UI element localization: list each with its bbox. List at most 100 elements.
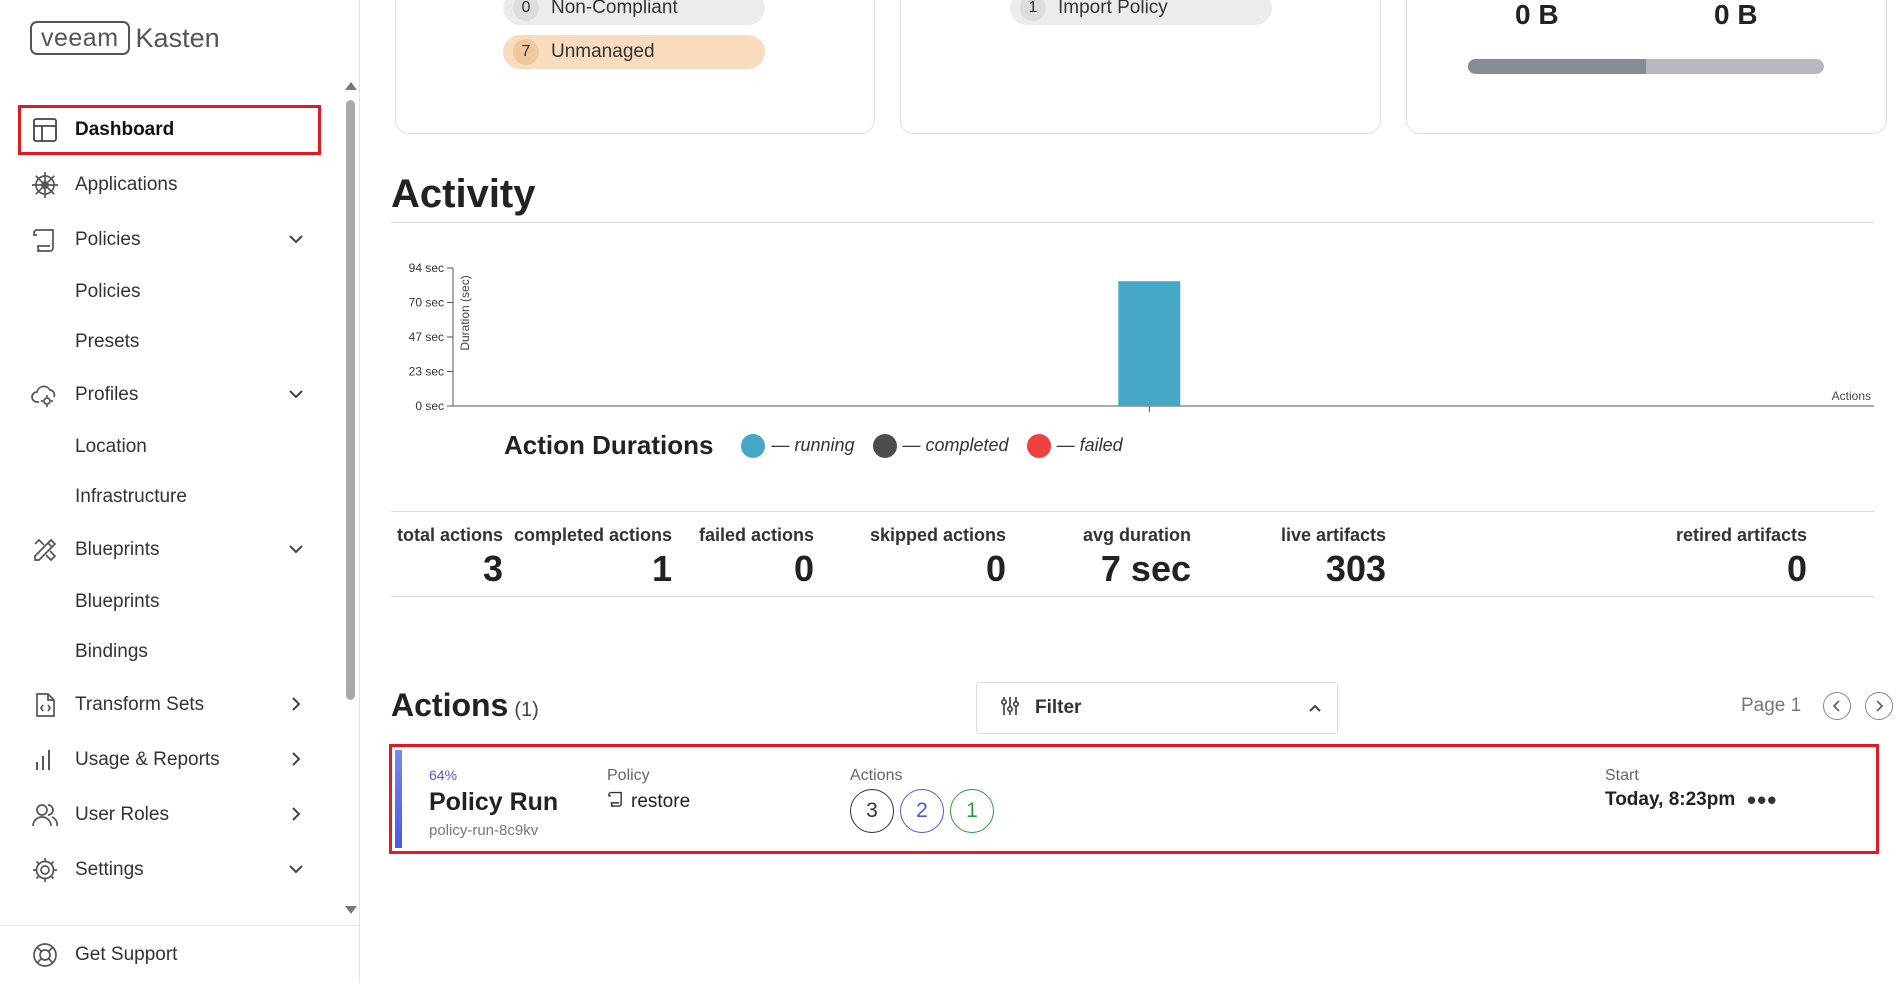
dashboard-icon [30, 115, 60, 145]
sidebar-subitem-infrastructure[interactable]: Infrastructure [75, 486, 187, 507]
chevron-up-icon [1307, 700, 1323, 716]
sidebar-item-transform-sets[interactable]: Transform Sets [0, 677, 345, 732]
legend-label-completed: — completed [902, 435, 1009, 455]
sidebar-item-usage-reports[interactable]: Usage & Reports [0, 732, 345, 787]
prev-page-button[interactable] [1823, 692, 1852, 720]
users-icon [30, 800, 60, 830]
chevron-right-icon[interactable] [286, 749, 306, 769]
stat-completed-actions: completed actions 1 [514, 525, 672, 590]
chevron-down-icon[interactable] [286, 384, 306, 404]
page-label: Page 1 [1741, 695, 1802, 716]
activity-title: Activity [391, 172, 536, 216]
policy-link[interactable]: restore [607, 790, 690, 814]
main-content: 0 Non-Compliant 7 Unmanaged 1 Import Pol… [361, 0, 1901, 983]
stat-value: 1 [651, 548, 672, 589]
logo[interactable]: veeam Kasten [30, 18, 220, 58]
action-count-running: 2 [900, 789, 944, 833]
stat-label: completed actions [513, 525, 672, 545]
y-tick-label: 0 sec [415, 399, 444, 412]
legend-item-running: — running [741, 433, 855, 458]
divider [391, 222, 1874, 223]
chevron-right-icon[interactable] [286, 804, 306, 824]
import-policy-pill[interactable]: 1 Import Policy [1010, 0, 1272, 25]
next-page-button[interactable] [1865, 692, 1894, 720]
sidebar-item-label: Applications [75, 173, 178, 195]
sidebar-item-settings[interactable]: Settings [0, 842, 345, 897]
legend-label-failed: — failed [1056, 435, 1123, 455]
noncompliant-count: 0 [513, 0, 539, 21]
scroll-icon [607, 790, 631, 814]
actions-title-text: Actions [391, 687, 509, 723]
sidebar-item-label: Transform Sets [75, 693, 205, 715]
sidebar-item-label: Blueprints [75, 538, 160, 560]
filter-label: Filter [1035, 697, 1082, 718]
import-policy-label: Import Policy [1058, 0, 1168, 18]
policy-name: restore [631, 791, 691, 812]
scrollbar-thumb[interactable] [346, 100, 355, 700]
stat-label: total actions [396, 525, 503, 545]
chart-legend: Action Durations — running — completed —… [504, 430, 1141, 461]
legend-dot-completed [872, 433, 897, 458]
stat-live-artifacts: live artifacts 303 [1281, 525, 1386, 590]
usage-card: 0 B 0 B [1406, 0, 1887, 134]
sidebar-item-label: Policies [75, 228, 141, 250]
chevron-down-icon[interactable] [286, 539, 306, 559]
unmanaged-count: 7 [513, 39, 539, 65]
sidebar-subitem-bindings[interactable]: Bindings [75, 641, 148, 662]
policy-column-label: Policy [607, 767, 650, 784]
helm-icon [30, 170, 60, 200]
more-options-button[interactable]: ••• [1747, 785, 1778, 815]
chevron-down-icon[interactable] [286, 229, 306, 249]
usage-right-value: 0 B [1714, 0, 1758, 30]
stat-label: live artifacts [1280, 525, 1386, 545]
sidebar-item-policies[interactable]: Policies [0, 212, 345, 267]
unmanaged-label: Unmanaged [551, 41, 655, 62]
noncompliant-pill[interactable]: 0 Non-Compliant [503, 0, 765, 25]
action-progress: 64% [429, 767, 458, 783]
legend-label-running: — running [771, 435, 855, 455]
sidebar-item-profiles[interactable]: Profiles [0, 367, 345, 422]
chart-bar [1118, 281, 1181, 406]
get-support-link[interactable]: Get Support [0, 925, 360, 983]
stat-value: 303 [1325, 548, 1386, 589]
policies-card: 1 Import Policy [900, 0, 1381, 134]
sidebar-item-dashboard[interactable]: Dashboard [0, 102, 345, 157]
chevron-down-icon[interactable] [286, 859, 306, 879]
legend-item-completed: — completed [872, 433, 1009, 458]
sidebar-nav: Dashboard Applications Policies Policies… [0, 102, 345, 897]
sidebar-item-applications[interactable]: Applications [0, 157, 345, 212]
usage-bar [1468, 59, 1824, 74]
stat-label: retired artifacts [1675, 525, 1807, 545]
active-highlight [18, 105, 321, 155]
action-row[interactable]: 64% Policy Run policy-run-8c9kv Policy r… [389, 744, 1879, 854]
scroll-down-arrow[interactable] [345, 906, 357, 914]
sidebar-subitem-location[interactable]: Location [75, 436, 147, 457]
legend-dot-failed [1026, 433, 1051, 458]
legend-dot-running [741, 433, 766, 458]
action-durations-chart: 0 sec 23 sec 47 sec 70 sec 94 sec Duration (s… [391, 252, 1881, 413]
sidebar-subitem-policies[interactable]: Policies [75, 281, 141, 302]
chart-svg: 0 sec 23 sec 47 sec 70 sec 94 sec Duration (s… [409, 261, 1874, 413]
sidebar: veeam Kasten Dashboard Applications Poli… [0, 0, 360, 983]
start-time: Today, 8:23pm [1605, 789, 1736, 810]
y-tick-label: 47 sec [409, 330, 444, 344]
y-tick-label: 23 sec [409, 365, 444, 379]
stat-skipped-actions: skipped actions 0 [870, 525, 1006, 590]
pencil-ruler-icon [30, 535, 60, 565]
sidebar-item-blueprints[interactable]: Blueprints [0, 522, 345, 577]
gear-icon [30, 855, 60, 885]
unmanaged-pill[interactable]: 7 Unmanaged [503, 35, 765, 69]
actions-count: (1) [514, 699, 539, 721]
stat-label: avg duration [1082, 525, 1191, 545]
sidebar-item-user-roles[interactable]: User Roles [0, 787, 345, 842]
activity-stats: total actions 3 completed actions 1 fail… [391, 511, 1874, 597]
noncompliant-label: Non-Compliant [551, 0, 678, 18]
y-tick-label: 94 sec [409, 261, 444, 275]
sidebar-subitem-blueprints[interactable]: Blueprints [75, 591, 160, 612]
sidebar-subitem-presets[interactable]: Presets [75, 331, 140, 352]
stat-value: 3 [482, 548, 503, 589]
scroll-up-arrow[interactable] [345, 82, 357, 90]
filter-dropdown[interactable]: Filter [976, 682, 1338, 734]
chevron-right-icon[interactable] [286, 694, 306, 714]
stat-label: skipped actions [869, 525, 1006, 545]
